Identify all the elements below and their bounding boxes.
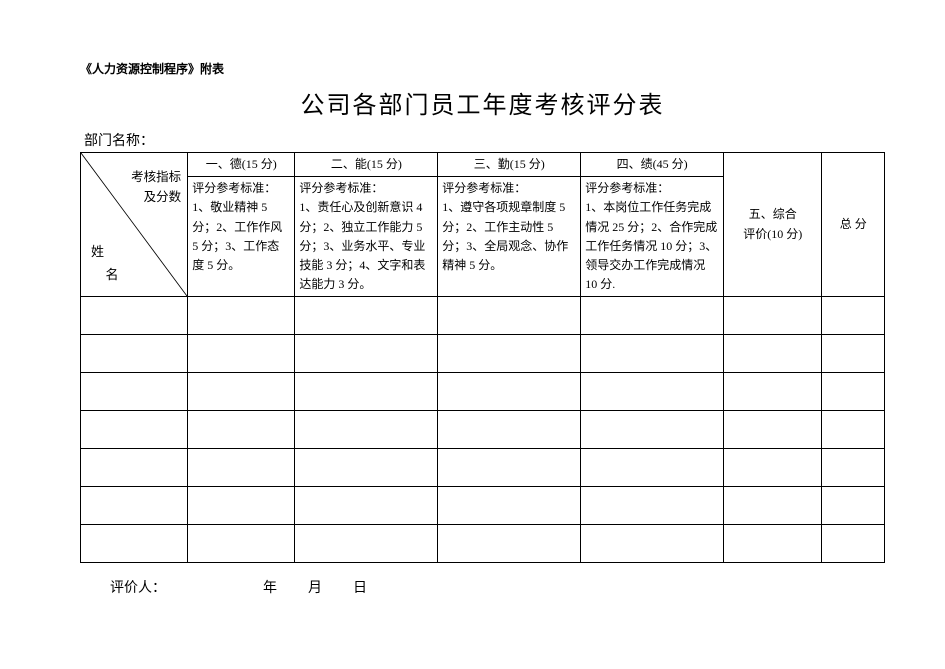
criteria-ji-label: 评分参考标准： — [585, 181, 669, 195]
cell-zonghe — [724, 525, 822, 563]
cell-neng — [295, 449, 438, 487]
criteria-neng: 评分参考标准： 1、责任心及创新意识 4 分；2、独立工作能力 5 分；3、业务… — [295, 177, 438, 297]
document-page: 《人力资源控制程序》附表 公司各部门员工年度考核评分表 部门名称： 考核指标 及 — [0, 0, 945, 597]
table-row — [81, 449, 885, 487]
criteria-neng-label: 评分参考标准： — [299, 181, 383, 195]
table-row — [81, 487, 885, 525]
cell-de — [188, 449, 295, 487]
col-head-zonghe: 五、综合 评价(10 分) — [724, 153, 822, 297]
criteria-ji: 评分参考标准： 1、本岗位工作任务完成情况 25 分；2、合作完成工作任务情况 … — [581, 177, 724, 297]
cell-de — [188, 411, 295, 449]
cell-neng — [295, 373, 438, 411]
evaluator-label: 评价人： — [110, 577, 166, 597]
cell-qin — [438, 335, 581, 373]
cell-zonghe — [724, 297, 822, 335]
header-note: 《人力资源控制程序》附表 — [80, 60, 885, 77]
cell-total — [822, 335, 885, 373]
cell-ji — [581, 411, 724, 449]
cell-name — [81, 487, 188, 525]
cell-name — [81, 373, 188, 411]
department-label: 部门名称： — [80, 130, 885, 150]
corner-bottom-line2: 名 — [106, 267, 123, 282]
criteria-qin-text: 1、遵守各项规章制度 5 分；2、工作主动性 5 分；3、全局观念、协作精神 5… — [442, 200, 568, 272]
table-row — [81, 373, 885, 411]
cell-de — [188, 487, 295, 525]
cell-neng — [295, 411, 438, 449]
cell-total — [822, 297, 885, 335]
col-head-de: 一、德(15 分) — [188, 153, 295, 177]
cell-total — [822, 525, 885, 563]
criteria-de-label: 评分参考标准： — [192, 181, 276, 195]
cell-name — [81, 411, 188, 449]
cell-ji — [581, 525, 724, 563]
year-label: 年 — [263, 577, 277, 597]
table-row — [81, 411, 885, 449]
cell-qin — [438, 411, 581, 449]
corner-top-line2: 及分数 — [144, 190, 182, 204]
cell-de — [188, 297, 295, 335]
cell-neng — [295, 335, 438, 373]
cell-qin — [438, 487, 581, 525]
cell-zonghe — [724, 487, 822, 525]
criteria-ji-text: 1、本岗位工作任务完成情况 25 分；2、合作完成工作任务情况 10 分；3、领… — [585, 200, 717, 291]
cell-neng — [295, 487, 438, 525]
criteria-qin: 评分参考标准： 1、遵守各项规章制度 5 分；2、工作主动性 5 分；3、全局观… — [438, 177, 581, 297]
cell-total — [822, 373, 885, 411]
cell-ji — [581, 373, 724, 411]
cell-qin — [438, 373, 581, 411]
day-label: 日 — [353, 577, 367, 597]
cell-name — [81, 449, 188, 487]
page-title: 公司各部门员工年度考核评分表 — [80, 85, 885, 120]
corner-top-line1: 考核指标 — [131, 170, 181, 184]
col-head-zonghe-l2: 评价(10 分) — [743, 227, 802, 241]
table-row — [81, 525, 885, 563]
cell-zonghe — [724, 411, 822, 449]
col-head-ji: 四、绩(45 分) — [581, 153, 724, 177]
table-header-row: 考核指标 及分数 姓 名 一、德(15 分) 二、能(15 分) 三、勤(15 … — [81, 153, 885, 177]
col-head-neng: 二、能(15 分) — [295, 153, 438, 177]
cell-de — [188, 373, 295, 411]
cell-name — [81, 525, 188, 563]
criteria-de: 评分参考标准： 1、敬业精神 5 分；2、工作作风 5 分；3、工作态度 5 分… — [188, 177, 295, 297]
cell-zonghe — [724, 373, 822, 411]
criteria-neng-text: 1、责任心及创新意识 4 分；2、独立工作能力 5 分；3、业务水平、专业技能 … — [299, 200, 425, 291]
month-label: 月 — [308, 577, 322, 597]
cell-qin — [438, 525, 581, 563]
col-head-qin: 三、勤(15 分) — [438, 153, 581, 177]
corner-bottom-label: 姓 名 — [91, 240, 123, 287]
col-head-zonghe-l1: 五、综合 — [749, 207, 797, 221]
cell-zonghe — [724, 335, 822, 373]
cell-ji — [581, 297, 724, 335]
corner-bottom-line1: 姓 — [91, 244, 108, 259]
cell-ji — [581, 487, 724, 525]
col-head-total: 总 分 — [822, 153, 885, 297]
footer-row: 评价人： 年 月 日 — [80, 577, 885, 597]
cell-ji — [581, 449, 724, 487]
table-row — [81, 335, 885, 373]
cell-zonghe — [724, 449, 822, 487]
cell-name — [81, 335, 188, 373]
cell-de — [188, 335, 295, 373]
cell-qin — [438, 449, 581, 487]
table-row — [81, 297, 885, 335]
cell-total — [822, 411, 885, 449]
cell-total — [822, 449, 885, 487]
criteria-qin-label: 评分参考标准： — [442, 181, 526, 195]
cell-name — [81, 297, 188, 335]
corner-diagonal-cell: 考核指标 及分数 姓 名 — [81, 153, 188, 297]
cell-qin — [438, 297, 581, 335]
cell-neng — [295, 297, 438, 335]
cell-ji — [581, 335, 724, 373]
cell-total — [822, 487, 885, 525]
cell-neng — [295, 525, 438, 563]
corner-top-label: 考核指标 及分数 — [131, 167, 181, 207]
criteria-de-text: 1、敬业精神 5 分；2、工作作风 5 分；3、工作态度 5 分。 — [192, 200, 282, 272]
evaluation-table: 考核指标 及分数 姓 名 一、德(15 分) 二、能(15 分) 三、勤(15 … — [80, 152, 885, 563]
cell-de — [188, 525, 295, 563]
